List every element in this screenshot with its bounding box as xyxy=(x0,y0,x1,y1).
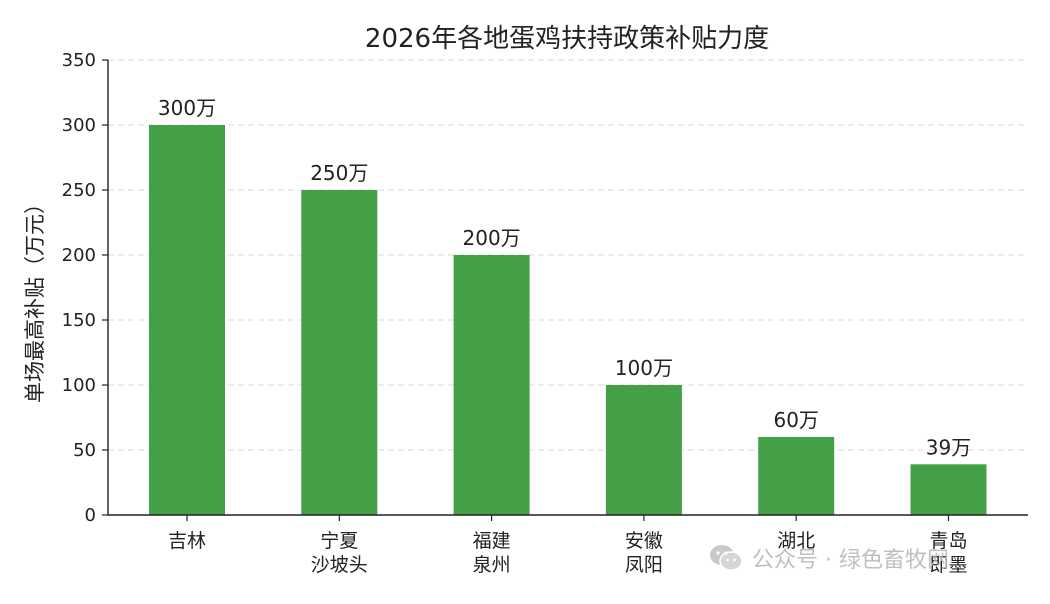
gridlines xyxy=(108,59,1028,451)
y-axis-label: 单场最高补贴（万元） xyxy=(23,193,47,403)
x-tick-label: 安徽凤阳 xyxy=(625,530,663,576)
x-tick-label: 吉林 xyxy=(168,530,206,552)
bar-value-label: 250万 xyxy=(310,161,368,185)
bar xyxy=(910,464,987,515)
x-tick-label-line: 吉林 xyxy=(168,530,206,552)
chart-title: 2026年各地蛋鸡扶持政策补贴力度 xyxy=(365,24,769,54)
y-tick-label: 150 xyxy=(62,310,96,331)
x-tick-label-line: 福建 xyxy=(473,530,511,552)
y-tick-label: 350 xyxy=(62,50,96,71)
x-tick-label: 青岛即墨 xyxy=(929,530,967,576)
y-tick-label: 200 xyxy=(62,245,96,266)
x-tick-label-line: 泉州 xyxy=(473,554,511,576)
y-tick-label: 0 xyxy=(85,505,96,526)
bar xyxy=(605,385,682,515)
axes: 0 50 100 150 200 250 300 350 吉林 宁夏沙坡头 福建泉州 安徽凤阳 湖北 青岛… xyxy=(62,50,1028,576)
bar-value-label: 60万 xyxy=(773,408,818,432)
x-tick-label: 福建泉州 xyxy=(473,530,511,576)
x-tick-label-line: 宁夏 xyxy=(320,530,358,552)
bar xyxy=(758,437,835,515)
y-tick-label: 100 xyxy=(62,375,96,396)
data-labels: 300万 250万 200万 100万 60万 39万 xyxy=(158,96,971,459)
x-tick-label-line: 青岛 xyxy=(929,530,967,552)
bar-value-label: 300万 xyxy=(158,96,216,120)
x-tick-label: 宁夏沙坡头 xyxy=(311,530,368,576)
y-tick-label: 300 xyxy=(62,115,96,136)
x-tick-label-line: 湖北 xyxy=(777,530,815,552)
y-tick-label: 250 xyxy=(62,180,96,201)
x-tick-label-line: 即墨 xyxy=(929,554,967,576)
x-tick-label-line: 安徽 xyxy=(625,530,663,552)
x-tick-label-line: 沙坡头 xyxy=(311,554,368,576)
bar-value-label: 200万 xyxy=(463,226,521,250)
x-tick-label-line: 凤阳 xyxy=(625,554,663,576)
bar-value-label: 100万 xyxy=(615,356,673,380)
bar xyxy=(453,255,530,515)
bars xyxy=(149,125,987,515)
bar xyxy=(149,125,225,515)
y-tick-label: 50 xyxy=(73,440,96,461)
bar-value-label: 39万 xyxy=(926,435,971,459)
x-tick-label: 湖北 xyxy=(777,530,815,552)
bar xyxy=(301,190,378,515)
